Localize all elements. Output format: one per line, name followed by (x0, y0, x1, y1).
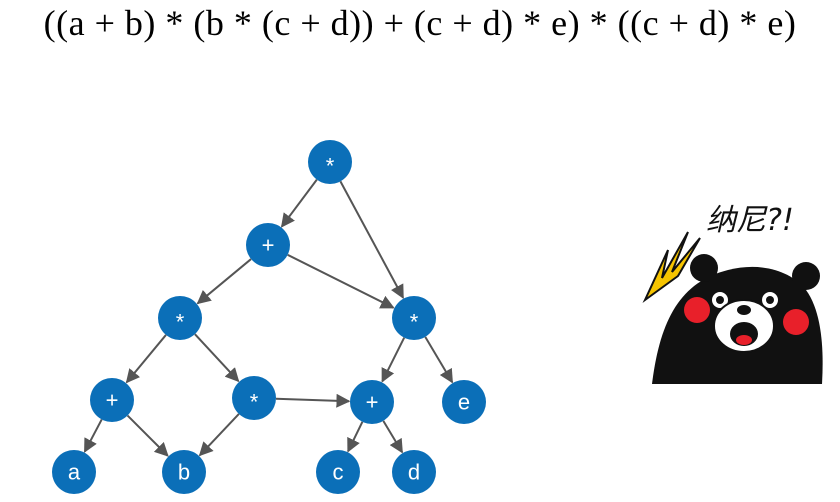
node-circle (316, 450, 360, 494)
node-c: c (316, 450, 360, 494)
expression-title: ((a + b) * (b * (c + d)) + (c + d) * e) … (43, 3, 797, 43)
edge-root_mul-plus1 (280, 179, 318, 228)
edges-layer (83, 179, 454, 457)
node-circle (90, 378, 134, 422)
edge-root_mul-mul_right (339, 180, 404, 299)
node-circle (158, 296, 202, 340)
bear-cheek-right (783, 309, 809, 335)
node-plus1: + (246, 223, 290, 267)
node-circle (162, 450, 206, 494)
node-plus_ab: + (90, 378, 134, 422)
bear-ear-left (690, 254, 718, 282)
node-label: + (106, 388, 119, 413)
node-label: * (326, 154, 335, 179)
kumamon-surprised-icon: 纳尼?! (642, 203, 823, 384)
node-mul_bcd: * (232, 376, 276, 420)
node-label: c (333, 460, 344, 485)
node-label: a (68, 460, 81, 485)
edge-mul_left-mul_bcd (194, 333, 240, 383)
edge-plus_cd-d (382, 420, 404, 454)
bear-nose (737, 305, 751, 315)
edge-mul_right-plus_cd (381, 337, 406, 383)
edge-mul_left-plus_ab (125, 334, 167, 384)
surprise-burst-icon (642, 231, 701, 304)
node-label: + (366, 390, 379, 415)
node-label: b (178, 460, 190, 485)
edge-plus1-mul_right (287, 253, 395, 309)
node-mul_left: * (158, 296, 202, 340)
node-circle (52, 450, 96, 494)
node-root_mul: * (308, 140, 352, 184)
edge-mul_bcd-plus_cd (275, 393, 351, 408)
edge-mul_bcd-b (198, 413, 240, 457)
exclamation-text: 纳尼?! (706, 203, 794, 238)
node-label: d (408, 460, 420, 485)
bear-cheek-left (684, 297, 710, 323)
node-label: * (250, 390, 259, 415)
node-circle (442, 380, 486, 424)
node-circle (308, 140, 352, 184)
nodes-layer: * + * * + * + e a b c d (52, 140, 486, 494)
edge-mul_right-e (424, 336, 454, 384)
node-e: e (442, 380, 486, 424)
node-circle (246, 223, 290, 267)
node-b: b (162, 450, 206, 494)
node-circle (350, 380, 394, 424)
edge-plus_ab-a (83, 418, 103, 453)
edge-plus1-mul_left (196, 258, 252, 305)
node-plus_cd: + (350, 380, 394, 424)
edge-plus_cd-c (347, 421, 364, 453)
node-circle (392, 450, 436, 494)
node-label: * (410, 310, 419, 335)
node-circle (392, 296, 436, 340)
bear-ear-right (792, 262, 820, 290)
node-mul_right: * (392, 296, 436, 340)
node-circle (232, 376, 276, 420)
node-label: + (262, 233, 275, 258)
edge-plus_ab-b (126, 414, 169, 457)
node-a: a (52, 450, 96, 494)
node-label: * (176, 310, 185, 335)
node-d: d (392, 450, 436, 494)
node-label: e (458, 390, 470, 415)
